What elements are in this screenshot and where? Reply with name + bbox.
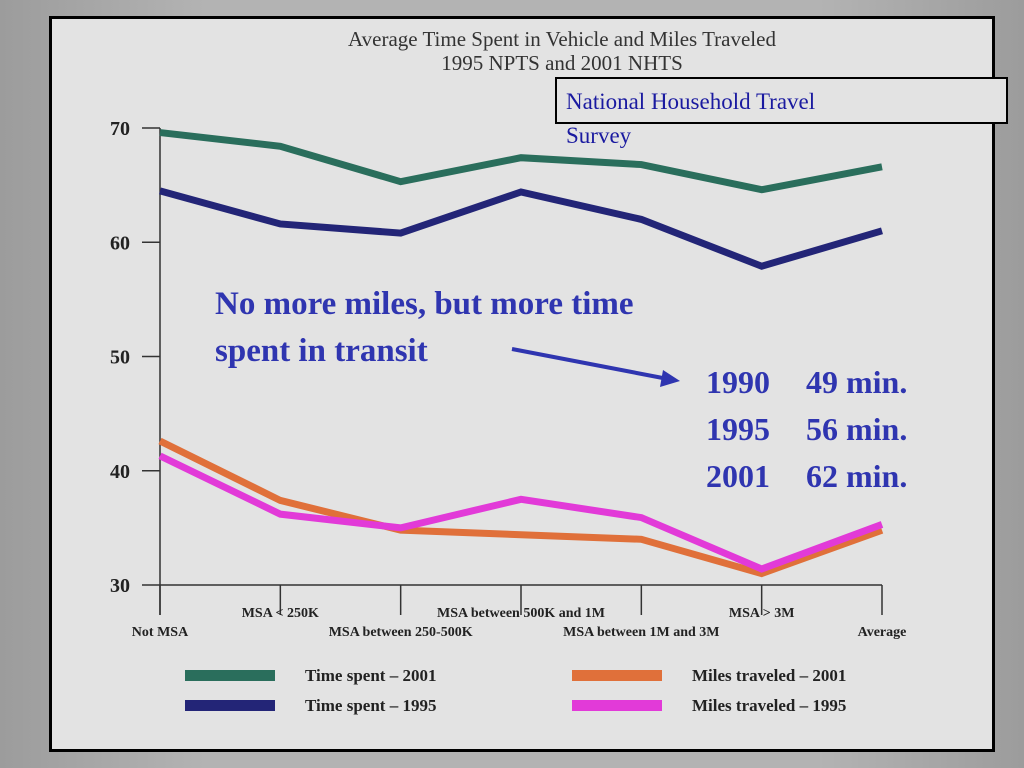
series-line-1 (159, 187, 883, 270)
series-line-0 (159, 129, 883, 194)
stat-year: 2001 (706, 458, 770, 494)
chart-legend: Time spent – 2001 Time spent – 1995 Miles … (185, 666, 846, 715)
stat-value: 56 min. (806, 411, 907, 447)
source-label-line1: National Household Travel (566, 89, 815, 114)
series-line-2 (158, 437, 884, 578)
legend-label: Miles traveled – 2001 (692, 666, 846, 685)
stat-year: 1995 (706, 411, 770, 447)
y-tick-labels: 70 60 50 40 30 (110, 118, 130, 597)
y-tick-label: 30 (110, 575, 130, 597)
legend-label: Time spent – 2001 (305, 666, 436, 685)
x-category-label: MSA > 3M (729, 606, 795, 621)
x-category-label: MSA between 500K and 1M (437, 606, 605, 621)
stat-year: 1990 (706, 364, 770, 400)
series-lines (158, 129, 884, 578)
series-line-3 (158, 452, 884, 573)
x-category-labels: Not MSA MSA < 250K MSA between 250-500K MSA… (132, 606, 907, 640)
y-tick-label: 60 (110, 232, 130, 254)
source-box-frame (555, 77, 1008, 124)
legend-swatch (185, 670, 275, 681)
annotation-line2: spent in transit (215, 333, 428, 369)
legend-label: Miles traveled – 1995 (692, 696, 846, 715)
x-category-label: MSA < 250K (242, 606, 319, 621)
x-category-label: Not MSA (132, 625, 189, 640)
y-tick-label: 70 (110, 118, 130, 140)
y-tick-label: 40 (110, 461, 130, 483)
legend-swatch (572, 700, 662, 711)
annotation-arrow-shaft (511, 347, 669, 381)
x-category-label: MSA between 250-500K (329, 625, 473, 640)
y-tick-label: 50 (110, 347, 130, 369)
source-label-line2: Survey (566, 123, 632, 148)
chart-axes (142, 127, 883, 615)
stat-value: 62 min. (806, 458, 907, 494)
commute-stats: 1990 49 min. 1995 56 min. 2001 62 min. (706, 364, 907, 494)
stat-value: 49 min. (806, 364, 907, 400)
legend-swatch (185, 700, 275, 711)
x-category-label: MSA between 1M and 3M (563, 625, 719, 640)
chart-title: Average Time Spent in Vehicle and Miles … (348, 27, 776, 51)
chart-subtitle: 1995 NPTS and 2001 NHTS (441, 51, 683, 75)
legend-label: Time spent – 1995 (305, 696, 436, 715)
annotation-line1: No more miles, but more time (215, 286, 634, 322)
legend-swatch (572, 670, 662, 681)
x-category-label: Average (858, 625, 907, 640)
source-box: National Household Travel Survey (555, 77, 1008, 148)
annotation-arrow-head (660, 370, 680, 387)
annotation-arrow (511, 347, 680, 387)
